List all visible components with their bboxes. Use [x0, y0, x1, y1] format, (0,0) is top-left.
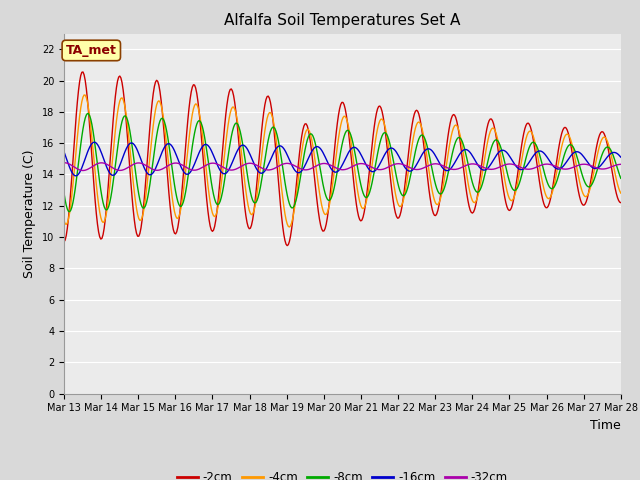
-32cm	[329, 164, 337, 169]
-4cm	[330, 170, 338, 176]
-32cm	[617, 161, 625, 167]
-2cm	[364, 185, 371, 191]
-8cm	[330, 186, 338, 192]
-16cm	[606, 152, 614, 157]
-32cm	[362, 162, 370, 168]
-2cm	[606, 154, 614, 160]
-4cm	[80, 92, 88, 98]
X-axis label: Time: Time	[590, 419, 621, 432]
-32cm	[393, 161, 401, 167]
-8cm	[84, 110, 92, 116]
Line: -8cm: -8cm	[64, 113, 621, 212]
-16cm	[330, 169, 338, 175]
-32cm	[79, 168, 87, 173]
Line: -32cm: -32cm	[64, 163, 621, 170]
-16cm	[72, 173, 80, 179]
-32cm	[60, 160, 68, 166]
-8cm	[519, 169, 527, 175]
-32cm	[518, 165, 525, 170]
Text: TA_met: TA_met	[66, 44, 116, 57]
-4cm	[60, 218, 68, 224]
-4cm	[394, 200, 401, 206]
Legend: -2cm, -4cm, -8cm, -16cm, -32cm: -2cm, -4cm, -8cm, -16cm, -32cm	[172, 466, 513, 480]
Y-axis label: Soil Temperature (C): Soil Temperature (C)	[23, 149, 36, 278]
-2cm	[617, 200, 625, 205]
-2cm	[60, 239, 68, 245]
-8cm	[60, 190, 68, 196]
-8cm	[606, 145, 614, 151]
Title: Alfalfa Soil Temperatures Set A: Alfalfa Soil Temperatures Set A	[224, 13, 461, 28]
-8cm	[327, 196, 335, 202]
-2cm	[327, 187, 335, 192]
Line: -4cm: -4cm	[64, 95, 621, 227]
-16cm	[327, 165, 335, 171]
-4cm	[285, 224, 293, 230]
-2cm	[519, 136, 527, 142]
-16cm	[90, 139, 98, 145]
-16cm	[617, 154, 625, 160]
-8cm	[364, 194, 371, 200]
-16cm	[519, 167, 527, 172]
-16cm	[60, 149, 68, 155]
-8cm	[617, 175, 625, 181]
-8cm	[66, 209, 74, 215]
Line: -16cm: -16cm	[64, 142, 621, 176]
-4cm	[364, 193, 371, 199]
-2cm	[284, 243, 291, 249]
-2cm	[330, 152, 338, 157]
-32cm	[605, 165, 612, 171]
Line: -2cm: -2cm	[64, 72, 621, 246]
-8cm	[394, 180, 401, 185]
-4cm	[519, 152, 527, 157]
-2cm	[79, 69, 87, 75]
-2cm	[394, 216, 401, 221]
-16cm	[364, 164, 371, 170]
-32cm	[326, 162, 333, 168]
-16cm	[394, 151, 401, 157]
-4cm	[327, 195, 335, 201]
-4cm	[606, 146, 614, 152]
-4cm	[617, 190, 625, 196]
